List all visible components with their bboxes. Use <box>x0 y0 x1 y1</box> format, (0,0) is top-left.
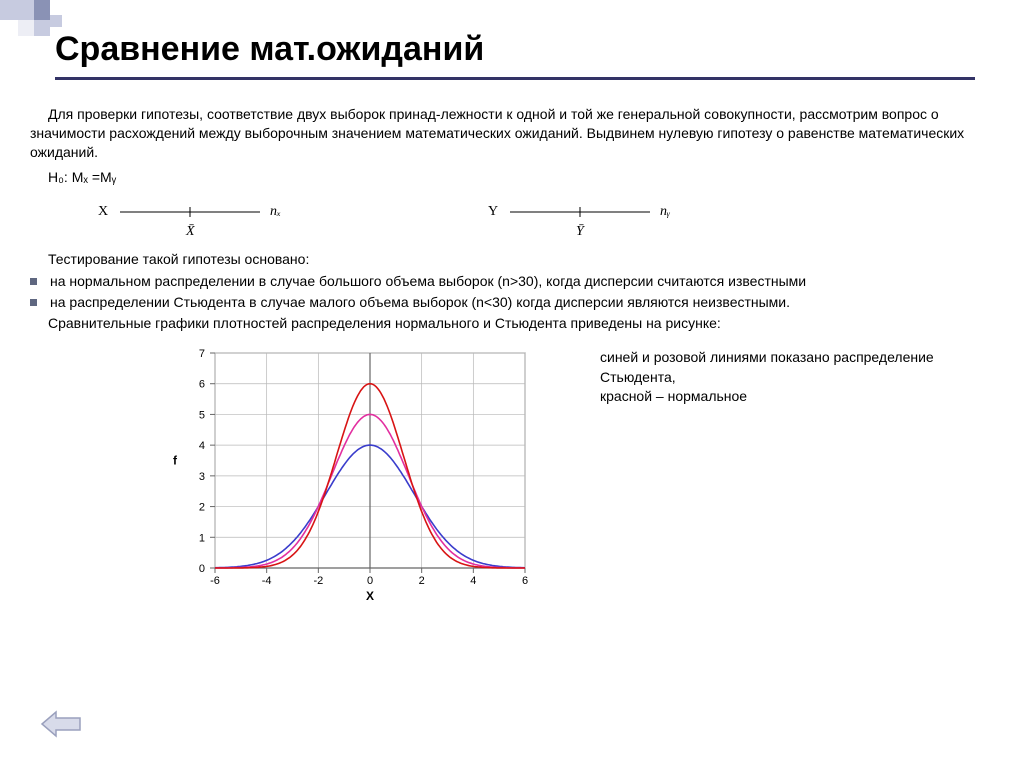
svg-text:7: 7 <box>199 348 205 360</box>
svg-text:1: 1 <box>199 532 205 544</box>
svg-text:0: 0 <box>367 575 373 587</box>
svg-text:-4: -4 <box>262 575 272 587</box>
chart-container: -6 -4 -2 0 2 4 6 0 1 2 3 4 5 6 7 Xf <box>160 343 540 608</box>
svg-text:Y: Y <box>488 204 498 219</box>
diagram-y: Ynᵧ Ȳ <box>480 197 690 242</box>
svg-text:3: 3 <box>199 471 205 483</box>
comparison-line: Сравнительные графики плотностей распред… <box>30 314 1000 333</box>
svg-text:4: 4 <box>199 440 205 452</box>
svg-text:X̄: X̄ <box>185 223 195 238</box>
svg-text:2: 2 <box>199 502 205 514</box>
svg-text:5: 5 <box>199 410 205 422</box>
svg-text:0: 0 <box>199 563 205 575</box>
slide-title: Сравнение мат.ожиданий <box>55 30 975 69</box>
intro-paragraph: Для проверки гипотезы, соответствие двух… <box>30 105 1000 162</box>
back-arrow-button[interactable] <box>40 710 82 743</box>
back-arrow-icon <box>40 710 82 738</box>
bullet-list: на нормальном распределении в случае бол… <box>30 272 1000 312</box>
svg-text:6: 6 <box>522 575 528 587</box>
svg-text:2: 2 <box>419 575 425 587</box>
diagram-x: Xnₓ X̄ <box>90 197 300 242</box>
svg-text:X: X <box>366 589 374 603</box>
svg-text:-2: -2 <box>313 575 323 587</box>
svg-text:nₓ: nₓ <box>270 204 281 219</box>
svg-text:-6: -6 <box>210 575 220 587</box>
legend-line-2: красной – нормальное <box>600 388 747 404</box>
svg-text:Ȳ: Ȳ <box>576 223 586 239</box>
title-bar: Сравнение мат.ожиданий <box>55 30 975 80</box>
bullet-normal: на нормальном распределении в случае бол… <box>30 272 1000 291</box>
bullet-student: на распределении Стьюдента в случае мало… <box>30 293 1000 312</box>
svg-text:nᵧ: nᵧ <box>660 204 671 219</box>
chart-legend: синей и розовой линиями показано распред… <box>600 348 1000 407</box>
svg-text:6: 6 <box>199 379 205 391</box>
hypothesis-line: H₀: Mₓ =Mᵧ <box>48 168 1000 187</box>
sample-diagrams: Xnₓ X̄ Ynᵧ Ȳ <box>90 197 1000 242</box>
testing-line: Тестирование такой гипотезы основано: <box>30 250 1000 269</box>
legend-line-1: синей и розовой линиями показано распред… <box>600 349 934 385</box>
svg-text:f: f <box>173 454 178 468</box>
svg-text:X: X <box>98 204 108 219</box>
content-body: Для проверки гипотезы, соответствие двух… <box>30 105 1000 608</box>
svg-text:4: 4 <box>470 575 476 587</box>
